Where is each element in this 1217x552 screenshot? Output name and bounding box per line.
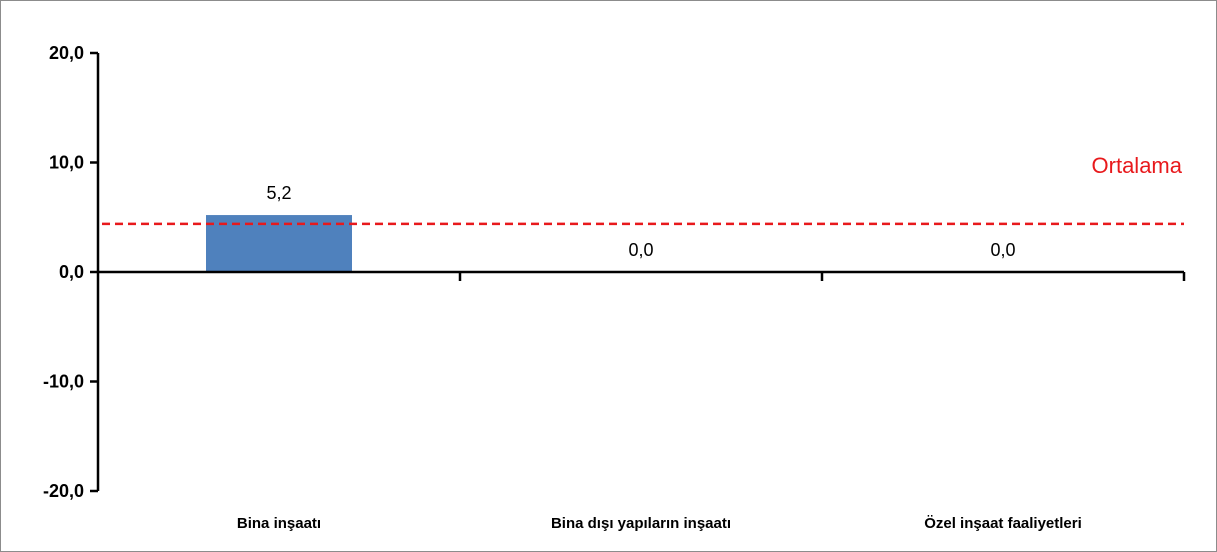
y-tick-label: 20,0 xyxy=(49,43,84,63)
y-tick-label: 0,0 xyxy=(59,262,84,282)
data-label: 5,2 xyxy=(266,183,291,203)
x-tick-label: Özel inşaat faaliyetleri xyxy=(924,515,1082,532)
x-tick-label: Bina inşaatı xyxy=(237,515,321,532)
y-tick-label: -10,0 xyxy=(43,372,84,392)
y-tick-label: -20,0 xyxy=(43,481,84,501)
data-label: 0,0 xyxy=(990,240,1015,260)
y-tick-label: 10,0 xyxy=(49,153,84,173)
average-reference-label: Ortalama xyxy=(1092,153,1183,178)
data-label: 0,0 xyxy=(628,240,653,260)
x-tick-label: Bina dışı yapıların inşaatı xyxy=(551,515,731,532)
